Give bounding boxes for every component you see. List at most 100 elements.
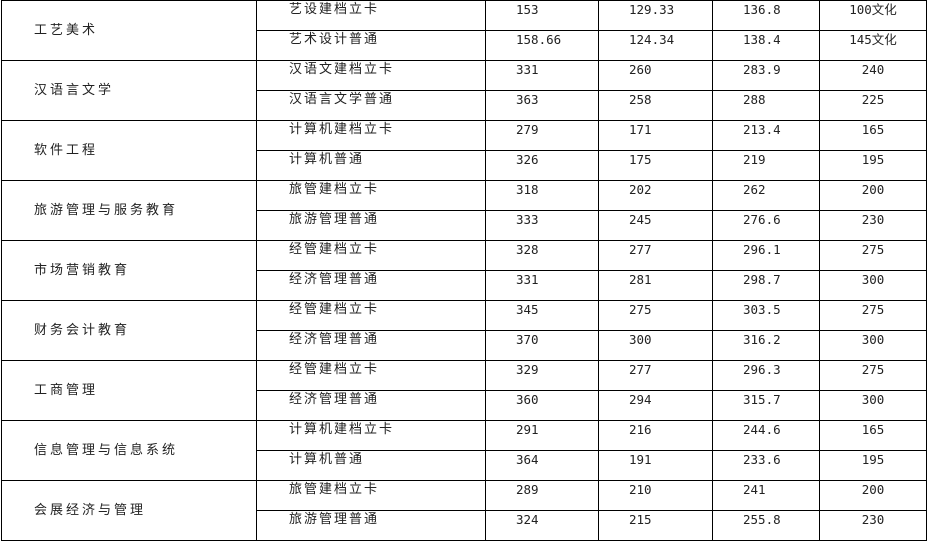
table-row: 工艺美术 艺设建档立卡 153 129.33 136.8 100文化 — [1, 0, 927, 61]
value-cell: 225 — [819, 90, 927, 121]
major-cell: 旅游管理与服务教育 — [1, 180, 257, 241]
value-cell: 333 — [485, 210, 599, 241]
value-cell: 195 — [819, 450, 927, 481]
value-cell: 191 — [598, 450, 713, 481]
value-cell: 244.6 — [712, 420, 820, 451]
value-cell: 100文化 — [819, 0, 927, 31]
value-cell: 331 — [485, 270, 599, 301]
value-cell: 171 — [598, 120, 713, 151]
value-cell: 329 — [485, 360, 599, 391]
table-row: 汉语言文学普通 363 258 288 225 — [2, 90, 927, 121]
value-cell: 175 — [598, 150, 713, 181]
value-cell: 277 — [598, 360, 713, 391]
track-cell: 经管建档立卡 — [256, 300, 486, 331]
value-cell: 216 — [598, 420, 713, 451]
value-cell: 363 — [485, 90, 599, 121]
value-cell: 289 — [485, 480, 599, 511]
value-cell: 316.2 — [712, 330, 820, 361]
value-cell: 258 — [598, 90, 713, 121]
value-cell: 202 — [598, 180, 713, 211]
track-cell: 经管建档立卡 — [256, 240, 486, 271]
major-cell: 会展经济与管理 — [1, 480, 257, 541]
value-cell: 279 — [485, 120, 599, 151]
value-cell: 303.5 — [712, 300, 820, 331]
major-cell: 市场营销教育 — [1, 240, 257, 301]
track-cell: 经济管理普通 — [256, 390, 486, 421]
major-cell: 软件工程 — [1, 120, 257, 181]
track-cell: 经济管理普通 — [256, 330, 486, 361]
value-cell: 158.66 — [485, 30, 599, 61]
value-cell: 165 — [819, 420, 927, 451]
track-cell: 计算机建档立卡 — [256, 120, 486, 151]
value-cell: 219 — [712, 150, 820, 181]
value-cell: 364 — [485, 450, 599, 481]
value-cell: 240 — [819, 60, 927, 91]
track-cell: 经管建档立卡 — [256, 360, 486, 391]
track-cell: 计算机普通 — [256, 450, 486, 481]
value-cell: 331 — [485, 60, 599, 91]
value-cell: 124.34 — [598, 30, 713, 61]
table-row: 市场营销教育 经管建档立卡 328 277 296.1 275 — [1, 240, 927, 301]
value-cell: 275 — [819, 360, 927, 391]
major-cell: 工艺美术 — [1, 0, 257, 61]
major-cell: 财务会计教育 — [1, 300, 257, 361]
track-cell: 计算机建档立卡 — [256, 420, 486, 451]
value-cell: 291 — [485, 420, 599, 451]
value-cell: 275 — [819, 240, 927, 271]
table-row: 艺术设计普通 158.66 124.34 138.4 145文化 — [2, 30, 927, 61]
table-row: 旅游管理普通 333 245 276.6 230 — [2, 210, 927, 241]
table-row: 信息管理与信息系统 计算机建档立卡 291 216 244.6 165 — [1, 420, 927, 481]
value-cell: 230 — [819, 510, 927, 541]
value-cell: 210 — [598, 480, 713, 511]
value-cell: 200 — [819, 180, 927, 211]
value-cell: 275 — [819, 300, 927, 331]
value-cell: 200 — [819, 480, 927, 511]
value-cell: 138.4 — [712, 30, 820, 61]
value-cell: 300 — [819, 270, 927, 301]
track-cell: 计算机普通 — [256, 150, 486, 181]
track-cell: 艺术设计普通 — [256, 30, 486, 61]
track-cell: 旅游管理普通 — [256, 210, 486, 241]
table-row: 旅游管理与服务教育 旅管建档立卡 318 202 262 200 — [1, 180, 927, 241]
value-cell: 315.7 — [712, 390, 820, 421]
track-cell: 汉语文建档立卡 — [256, 60, 486, 91]
value-cell: 277 — [598, 240, 713, 271]
value-cell: 300 — [819, 330, 927, 361]
value-cell: 345 — [485, 300, 599, 331]
value-cell: 260 — [598, 60, 713, 91]
value-cell: 215 — [598, 510, 713, 541]
value-cell: 213.4 — [712, 120, 820, 151]
table-row: 工商管理 经管建档立卡 329 277 296.3 275 — [1, 360, 927, 421]
table-row: 财务会计教育 经管建档立卡 345 275 303.5 275 — [1, 300, 927, 361]
table-row: 经济管理普通 370 300 316.2 300 — [2, 330, 927, 361]
track-cell: 旅游管理普通 — [256, 510, 486, 541]
track-cell: 旅管建档立卡 — [256, 480, 486, 511]
value-cell: 145文化 — [819, 30, 927, 61]
table-row: 汉语言文学 汉语文建档立卡 331 260 283.9 240 — [1, 60, 927, 121]
table-row: 经济管理普通 331 281 298.7 300 — [2, 270, 927, 301]
track-cell: 艺设建档立卡 — [256, 0, 486, 31]
value-cell: 129.33 — [598, 0, 713, 31]
value-cell: 300 — [819, 390, 927, 421]
value-cell: 294 — [598, 390, 713, 421]
value-cell: 136.8 — [712, 0, 820, 31]
value-cell: 281 — [598, 270, 713, 301]
value-cell: 255.8 — [712, 510, 820, 541]
value-cell: 298.7 — [712, 270, 820, 301]
track-cell: 汉语言文学普通 — [256, 90, 486, 121]
value-cell: 288 — [712, 90, 820, 121]
value-cell: 360 — [485, 390, 599, 421]
value-cell: 300 — [598, 330, 713, 361]
track-cell: 旅管建档立卡 — [256, 180, 486, 211]
value-cell: 324 — [485, 510, 599, 541]
major-cell: 汉语言文学 — [1, 60, 257, 121]
table-row: 软件工程 计算机建档立卡 279 171 213.4 165 — [1, 120, 927, 181]
value-cell: 165 — [819, 120, 927, 151]
value-cell: 153 — [485, 0, 599, 31]
value-cell: 241 — [712, 480, 820, 511]
value-cell: 276.6 — [712, 210, 820, 241]
value-cell: 195 — [819, 150, 927, 181]
value-cell: 296.1 — [712, 240, 820, 271]
value-cell: 245 — [598, 210, 713, 241]
